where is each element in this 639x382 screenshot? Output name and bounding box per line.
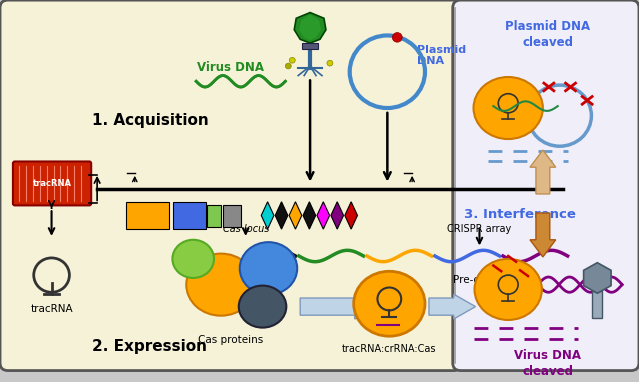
Text: 1. Acquisition: 1. Acquisition: [92, 113, 209, 128]
Bar: [302, 43, 318, 49]
Circle shape: [327, 60, 333, 66]
FancyBboxPatch shape: [452, 0, 639, 371]
Text: Virus DNA
cleaved: Virus DNA cleaved: [514, 349, 581, 378]
Text: Pre-crRNA: Pre-crRNA: [453, 275, 505, 285]
Text: tracRNA: tracRNA: [30, 304, 73, 314]
Polygon shape: [303, 202, 316, 229]
Polygon shape: [294, 13, 326, 43]
Text: Plasmid
DNA: Plasmid DNA: [417, 45, 466, 66]
Polygon shape: [299, 15, 321, 40]
Circle shape: [286, 63, 291, 69]
Ellipse shape: [240, 242, 297, 295]
Text: Plasmid DNA
cleaved: Plasmid DNA cleaved: [505, 20, 590, 49]
FancyArrow shape: [300, 294, 376, 319]
Text: Cas locus: Cas locus: [222, 225, 269, 235]
Bar: [173, 202, 206, 229]
Circle shape: [289, 57, 295, 63]
Bar: [127, 202, 169, 229]
Text: Virus DNA: Virus DNA: [197, 62, 265, 74]
Bar: [592, 291, 603, 318]
FancyBboxPatch shape: [0, 0, 461, 371]
FancyArrow shape: [429, 294, 475, 319]
Polygon shape: [289, 202, 302, 229]
Text: tracRNA:crRNA:Cas: tracRNA:crRNA:Cas: [342, 344, 436, 354]
Polygon shape: [317, 202, 330, 229]
FancyArrow shape: [530, 150, 556, 194]
Ellipse shape: [187, 254, 256, 316]
FancyBboxPatch shape: [13, 162, 91, 206]
Ellipse shape: [173, 240, 214, 278]
Text: 3. Interference: 3. Interference: [464, 209, 576, 222]
Ellipse shape: [475, 259, 542, 320]
Text: 2. Expression: 2. Expression: [92, 340, 207, 354]
Bar: [223, 205, 241, 227]
Text: Cas proteins: Cas proteins: [198, 335, 263, 345]
Polygon shape: [261, 202, 274, 229]
Ellipse shape: [239, 286, 286, 328]
Text: tracRNA: tracRNA: [33, 179, 72, 188]
Bar: [208, 205, 221, 227]
Circle shape: [392, 32, 402, 42]
Ellipse shape: [473, 77, 543, 139]
Polygon shape: [583, 263, 611, 293]
FancyArrow shape: [530, 213, 556, 257]
Polygon shape: [275, 202, 288, 229]
Text: CRISPR array: CRISPR array: [447, 225, 512, 235]
Polygon shape: [331, 202, 344, 229]
Polygon shape: [345, 202, 357, 229]
Ellipse shape: [353, 271, 425, 336]
